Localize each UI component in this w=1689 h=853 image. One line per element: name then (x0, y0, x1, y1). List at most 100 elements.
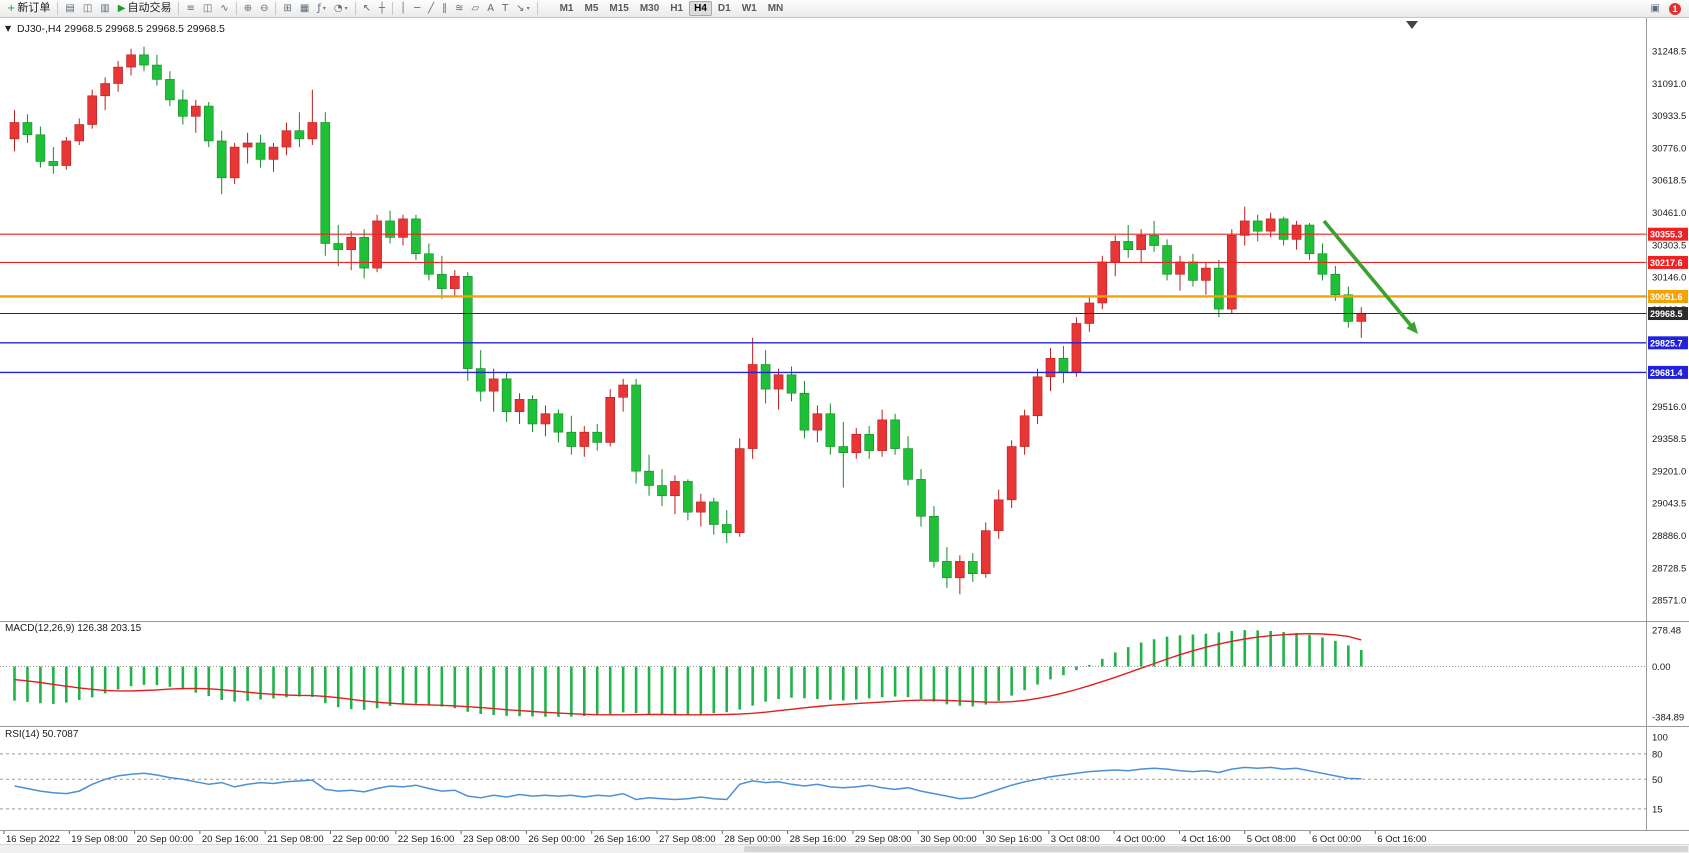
candle-body (501, 378, 512, 412)
candle-body (721, 524, 732, 533)
candle-body (1278, 218, 1289, 240)
timeframe-m5-button[interactable]: M5 (584, 3, 599, 14)
time-axis: 16 Sep 2022 19 Sep 08:00 20 Sep 00:00 20 Se… (3, 831, 1426, 845)
scrollbar-thumb[interactable] (744, 846, 1688, 852)
macd-signal-line (14, 632, 1362, 716)
candle-body (1265, 218, 1276, 232)
label-icon: T (502, 2, 509, 14)
candle-body (216, 140, 227, 179)
candle-body (916, 479, 926, 517)
auto-trading-button-label: 自动交易 (127, 2, 172, 14)
data-window-button[interactable]: ◫ (80, 1, 95, 16)
cursor-button[interactable]: ↖ (360, 1, 374, 16)
rsi-scale-label: 50 (1652, 775, 1663, 786)
timeframe-m30-button[interactable]: M30 (639, 3, 660, 14)
price-tag-label: 30355.3 (1650, 230, 1683, 240)
time-axis-label: 4 Oct 00:00 (1116, 834, 1165, 845)
trendline-icon: ╱ (428, 2, 435, 14)
periods-button[interactable]: ◔ ▾ (331, 1, 351, 16)
zoom-in-icon: ⊕ (243, 2, 253, 14)
time-axis-label: 29 Sep 08:00 (855, 834, 912, 845)
community-button[interactable]: ▣ (1648, 1, 1663, 16)
candle-body (22, 122, 33, 136)
price-tag (1648, 307, 1688, 321)
rsi-scale-label: 80 (1652, 749, 1663, 760)
candle-body (475, 368, 486, 392)
candle-body (1149, 234, 1159, 246)
one-click-trading-toggle[interactable]: ▼ (5, 24, 12, 33)
new-order-button[interactable]: + 新订单 (4, 1, 53, 16)
candle-body (1214, 267, 1224, 310)
timeframe-h1-button[interactable]: H1 (670, 3, 684, 14)
periods-icon: ◔ (333, 2, 343, 14)
candle-body (942, 561, 952, 579)
line-chart-button[interactable]: ∿ (217, 1, 231, 16)
toolbar-separator (392, 2, 394, 15)
candle-body (1343, 294, 1354, 322)
timeframe-m1-button[interactable]: M1 (559, 3, 574, 14)
candle-body (100, 83, 110, 97)
time-axis-label: 30 Sep 16:00 (986, 834, 1043, 845)
timeframe-h4-button[interactable]: H4 (689, 1, 712, 16)
notification-badge[interactable]: 1 (1669, 2, 1681, 15)
candle-body (191, 105, 201, 117)
label-button[interactable]: T (499, 1, 511, 16)
vertical-line-icon: │ (400, 2, 407, 14)
candlestick-chart-button[interactable]: ◫ (200, 1, 215, 16)
time-axis-label: 22 Sep 00:00 (333, 834, 390, 845)
macd-scale-label: 278.48 (1652, 626, 1681, 637)
trend-arrow[interactable] (1322, 219, 1418, 334)
auto-arrange-button[interactable]: ▦ (297, 1, 312, 16)
price-axis-label: 30776.0 (1652, 143, 1686, 154)
bar-chart-icon: ≡ (186, 2, 195, 14)
horizontal-scrollbar[interactable] (0, 844, 1689, 853)
candle-body (967, 561, 978, 574)
chart-windows-button[interactable]: ▤ (62, 1, 77, 16)
bar-chart-button[interactable]: ≡ (183, 1, 197, 16)
timeframe-d1-button[interactable]: D1 (717, 3, 731, 14)
candle-body (1356, 313, 1367, 322)
price-axis-label: 30933.5 (1652, 111, 1686, 122)
price-axis-label: 29201.0 (1652, 466, 1686, 477)
candle-body (760, 364, 771, 390)
time-axis-label: 3 Oct 08:00 (1051, 834, 1100, 845)
arrows-button[interactable]: ↘ ▾ (513, 1, 532, 16)
time-axis-label: 4 Oct 16:00 (1181, 834, 1230, 845)
vertical-line-button[interactable]: │ (397, 1, 409, 16)
timeframe-m15-button[interactable]: M15 (609, 3, 629, 14)
chart-shift-marker[interactable] (1406, 21, 1418, 29)
timeframe-w1-button[interactable]: W1 (741, 3, 757, 14)
auto-trading-button[interactable]: ▶ 自动交易 (115, 1, 175, 16)
horizontal-line-button[interactable]: ─ (411, 1, 423, 16)
zoom-out-button[interactable]: ⊖ (257, 1, 271, 16)
candle-body (281, 130, 292, 148)
shapes-button[interactable]: ▱ (469, 1, 483, 16)
time-axis-label: 19 Sep 08:00 (71, 834, 128, 845)
candle-body (372, 220, 382, 269)
community-icon: ▣ (1650, 2, 1660, 14)
macd-panel: 278.48 0.00 -384.89 (0, 626, 1684, 723)
main-toolbar: + 新订单 ▤ ◫ ▥ ▶ 自动交易 ≡ ◫ ∿ ⊕ ⊖ ⊞ ▦ ƒ ▾ ◔ ▾ ↖ ┼ │ ─ ╱ ∥ ≋ ▱ A T ↘ ▾ M1 M5 M… (0, 0, 1689, 18)
candle-body (359, 237, 369, 269)
dropdown-caret-icon: ▾ (526, 5, 530, 12)
candle-body (786, 374, 797, 394)
fibonacci-button[interactable]: ≋ (452, 1, 466, 16)
trendline-button[interactable]: ╱ (425, 1, 437, 16)
tile-windows-button[interactable]: ⊞ (280, 1, 294, 16)
navigator-button[interactable]: ▥ (97, 1, 112, 16)
price-axis-label: 28728.5 (1652, 563, 1686, 574)
candle-body (165, 79, 175, 101)
timeframe-mn-button[interactable]: MN (767, 3, 784, 14)
equidistant-channel-button[interactable]: ∥ (439, 1, 450, 16)
text-button[interactable]: A (484, 1, 497, 16)
data-window-icon: ◫ (82, 2, 93, 14)
candle-body (203, 105, 214, 142)
rsi-scale-label: 15 (1652, 804, 1663, 815)
indicators-button[interactable]: ƒ ▾ (314, 1, 329, 16)
crosshair-button[interactable]: ┼ (376, 1, 388, 16)
zoom-in-button[interactable]: ⊕ (241, 1, 255, 16)
auto-trading-icon: ▶ (117, 2, 126, 14)
candle-body (229, 146, 240, 179)
macd-scale-label: 0.00 (1652, 662, 1671, 673)
